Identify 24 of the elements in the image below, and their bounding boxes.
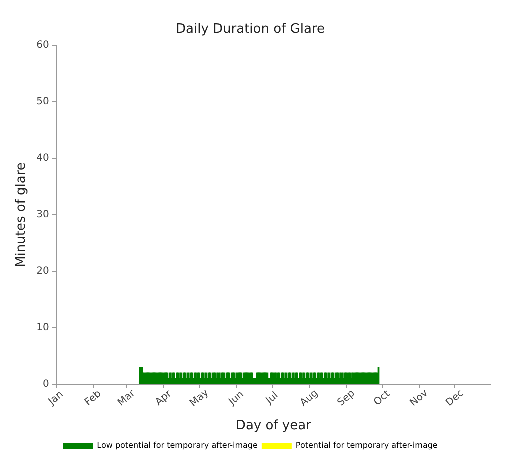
y-tick-label: 50 xyxy=(36,96,50,108)
y-tick-label: 20 xyxy=(36,266,50,278)
x-tick-label: May xyxy=(188,388,212,410)
legend-label: Low potential for temporary after-image xyxy=(97,441,258,450)
y-tick-label: 60 xyxy=(36,40,50,52)
x-axis-title: Day of year xyxy=(236,418,312,434)
y-axis-title: Minutes of glare xyxy=(14,162,30,268)
chart-title: Daily Duration of Glare xyxy=(176,22,325,38)
x-tick-label: Nov xyxy=(408,388,430,409)
x-tick-label: Sep xyxy=(336,388,358,409)
x-tick-label: Oct xyxy=(372,388,393,408)
x-tick-label: Feb xyxy=(83,388,104,408)
x-tick-label: Jul xyxy=(264,390,281,408)
x-tick-label: Jun xyxy=(226,389,246,408)
y-tick-label: 30 xyxy=(36,210,50,221)
y-tick-label: 40 xyxy=(36,153,50,164)
legend-label: Potential for temporary after-image xyxy=(296,441,438,450)
x-tick-label: Jan xyxy=(46,389,66,408)
x-tick-label: Dec xyxy=(444,388,466,409)
y-tick-label: 0 xyxy=(42,378,50,390)
x-tick-label: Aug xyxy=(298,388,321,409)
x-tick-label: Mar xyxy=(116,388,138,409)
y-tick-label: 10 xyxy=(36,322,50,334)
x-tick-label: Apr xyxy=(154,388,175,408)
